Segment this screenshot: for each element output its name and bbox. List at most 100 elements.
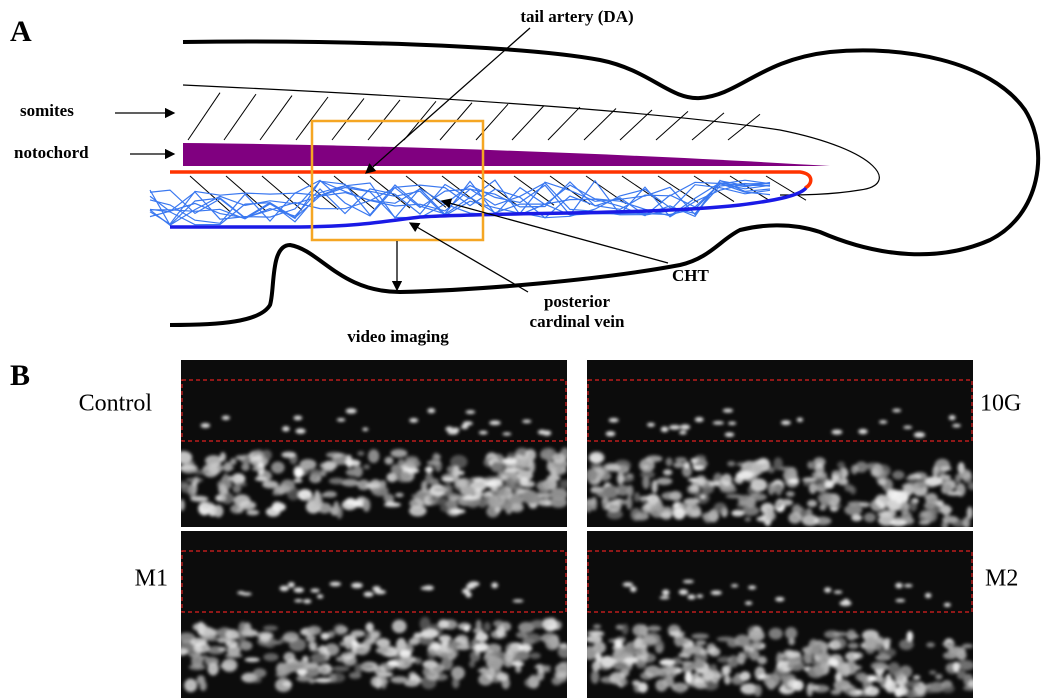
blood-cell: [679, 589, 688, 595]
cell: [812, 472, 828, 478]
cell: [320, 462, 338, 470]
cell: [253, 668, 266, 678]
cell: [398, 657, 412, 668]
cell: [336, 626, 348, 634]
cell: [903, 482, 920, 493]
blood-cell: [294, 587, 304, 592]
blood-cell: [925, 593, 931, 598]
cell: [957, 670, 967, 679]
cell: [634, 492, 640, 502]
cell: [673, 462, 684, 468]
cell: [661, 492, 679, 500]
cell: [345, 459, 361, 466]
cell: [555, 663, 569, 675]
cell: [429, 663, 444, 673]
cell: [865, 686, 879, 696]
cell: [757, 656, 767, 664]
cell: [722, 666, 729, 675]
cell: [261, 450, 272, 461]
blood-cell: [364, 592, 374, 597]
cell: [491, 462, 504, 472]
blood-cell: [303, 599, 311, 603]
blood-cell: [491, 582, 498, 588]
cell: [432, 673, 448, 680]
cell: [593, 624, 601, 628]
cell: [213, 505, 223, 517]
cell: [616, 485, 630, 496]
cell: [731, 510, 744, 517]
blood-cell: [775, 597, 784, 602]
cell: [626, 496, 632, 510]
cell: [878, 478, 887, 486]
cell: [634, 638, 643, 646]
cell: [543, 618, 557, 632]
cell: [851, 514, 862, 521]
cell: [294, 468, 304, 478]
cell: [309, 648, 319, 652]
cell: [736, 462, 747, 466]
cell: [447, 466, 457, 474]
annotation: video imaging: [347, 327, 449, 346]
cell: [785, 627, 797, 639]
cell: [776, 652, 783, 666]
cell: [814, 663, 829, 676]
blood-cell: [466, 583, 475, 589]
cell: [632, 624, 646, 636]
cell: [591, 486, 604, 492]
cell: [709, 647, 721, 656]
cell: [284, 652, 296, 662]
cell: [218, 647, 226, 651]
blood-cell: [630, 586, 636, 592]
somite: [224, 94, 256, 140]
annotation: CHT: [672, 266, 710, 285]
blood-cell: [895, 599, 905, 602]
cell: [475, 642, 488, 652]
blood-cell: [423, 585, 433, 590]
blood-cell: [463, 421, 473, 425]
cell: [755, 666, 766, 680]
cell: [324, 643, 339, 655]
cell: [636, 662, 646, 669]
cell: [767, 507, 774, 518]
cell: [178, 499, 185, 511]
cell: [478, 668, 487, 673]
cell: [590, 464, 603, 468]
cell: [640, 498, 646, 503]
cell: [925, 477, 943, 486]
cell: [304, 496, 321, 501]
cell: [807, 500, 817, 507]
blood-cell: [797, 418, 803, 422]
cell: [414, 658, 422, 665]
cell: [505, 650, 514, 663]
cell: [663, 676, 674, 687]
cell: [560, 479, 572, 488]
cell: [502, 458, 517, 465]
cell: [252, 467, 263, 471]
cell: [457, 645, 471, 650]
blood-cell: [728, 422, 736, 425]
cell: [673, 503, 679, 508]
cell: [266, 507, 281, 517]
cell: [430, 478, 439, 485]
blood-cell: [949, 415, 956, 420]
cell: [864, 513, 876, 523]
cell: [462, 496, 478, 500]
cell: [675, 683, 686, 693]
cell: [945, 641, 954, 648]
cell: [428, 495, 439, 503]
cell: [381, 678, 389, 684]
cell: [263, 653, 278, 661]
cell: [194, 642, 210, 653]
cell: [515, 448, 529, 459]
cell: [747, 641, 762, 648]
cell: [558, 645, 573, 658]
cell: [536, 664, 543, 668]
microscopy-images: [174, 360, 978, 698]
cell: [740, 671, 751, 681]
cell: [803, 481, 809, 486]
cell: [390, 449, 407, 458]
cell: [330, 507, 338, 516]
blood-cell: [294, 599, 303, 602]
cell: [345, 638, 352, 650]
cell: [271, 461, 285, 473]
